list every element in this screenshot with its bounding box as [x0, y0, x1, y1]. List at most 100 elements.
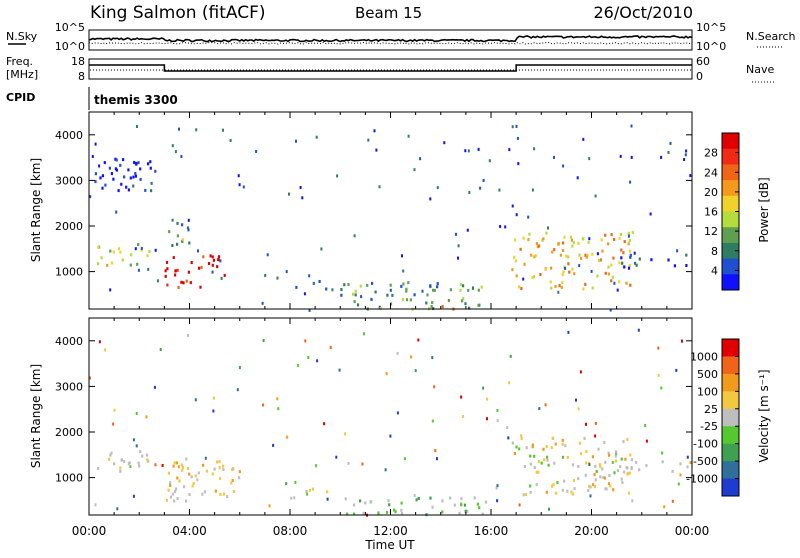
x-tick-label: 00:00 — [72, 524, 107, 538]
data-cell — [556, 481, 559, 485]
data-cell — [172, 256, 175, 260]
data-cell — [457, 256, 459, 260]
data-cell — [413, 293, 416, 297]
colorbar-segment — [722, 426, 739, 445]
data-cell — [295, 285, 298, 289]
data-cell — [546, 458, 549, 462]
data-cell — [613, 471, 616, 475]
data-cell — [533, 466, 536, 470]
data-cell — [326, 490, 329, 494]
data-cell — [353, 512, 356, 516]
data-cell — [331, 288, 334, 292]
data-cell — [176, 234, 179, 238]
data-cell — [592, 483, 595, 487]
data-cell — [307, 356, 310, 359]
data-cell — [552, 483, 555, 487]
data-cell — [553, 155, 555, 159]
data-cell — [421, 289, 424, 293]
data-cell — [565, 254, 568, 258]
data-cell — [544, 403, 547, 407]
data-cell — [645, 464, 648, 468]
data-cell — [667, 151, 670, 154]
data-cell — [482, 386, 485, 390]
data-cell — [217, 258, 220, 262]
data-cell — [266, 253, 269, 257]
data-cell — [584, 473, 587, 477]
data-cell — [464, 149, 467, 153]
data-cell — [542, 237, 545, 241]
data-cell — [559, 253, 562, 257]
data-cell — [115, 168, 118, 172]
data-cell — [535, 483, 538, 487]
data-cell — [396, 351, 399, 355]
colorbar-segment — [722, 195, 739, 212]
data-cell — [577, 407, 580, 411]
data-cell — [132, 184, 135, 188]
data-cell — [202, 255, 205, 259]
data-cell — [148, 250, 151, 253]
data-cell — [611, 460, 614, 464]
data-cell — [566, 455, 569, 459]
data-cell — [262, 403, 265, 407]
data-cell — [147, 267, 150, 271]
data-cell — [101, 174, 104, 178]
data-cell — [150, 181, 153, 185]
data-cell — [223, 273, 226, 277]
data-cell — [649, 212, 652, 216]
data-cell — [186, 334, 189, 337]
colorbar-segment — [722, 373, 739, 392]
data-cell — [468, 191, 471, 194]
data-cell — [573, 487, 576, 491]
data-cell — [534, 254, 537, 258]
nsearch-label: N.Search — [746, 30, 796, 43]
data-cell — [211, 270, 214, 274]
data-cell — [546, 455, 549, 459]
data-cell — [607, 265, 610, 269]
data-cell — [119, 163, 122, 167]
colorbar-segment — [722, 274, 739, 291]
data-cell — [127, 188, 130, 192]
data-cell — [113, 408, 116, 412]
data-cell — [591, 455, 594, 459]
data-cell — [294, 480, 297, 484]
data-cell — [622, 251, 625, 255]
data-cell — [436, 457, 438, 461]
colorbar-tick-label: 500 — [697, 368, 718, 381]
data-cell — [551, 436, 554, 440]
data-cell — [520, 436, 523, 440]
data-cell — [551, 484, 554, 488]
colorbar-tick-label: -100 — [693, 438, 718, 451]
data-cell — [630, 466, 633, 469]
data-cell — [168, 230, 171, 234]
data-cell — [627, 491, 630, 495]
data-cell — [189, 281, 192, 285]
data-cell — [585, 450, 588, 454]
data-cell — [336, 174, 339, 178]
data-cell — [618, 280, 621, 284]
data-cell — [149, 166, 152, 170]
data-cell — [561, 442, 564, 446]
data-cell — [98, 164, 101, 168]
data-cell — [669, 141, 672, 145]
data-cell — [620, 248, 623, 252]
data-cell — [323, 422, 326, 426]
data-cell — [584, 253, 587, 257]
data-cell — [237, 174, 240, 178]
data-cell — [385, 372, 388, 376]
data-cell — [518, 503, 521, 507]
data-cell — [172, 464, 175, 468]
data-cell — [171, 492, 174, 496]
data-cell — [496, 409, 499, 412]
data-cell — [568, 270, 571, 274]
data-cell — [384, 468, 387, 472]
data-cell — [129, 465, 132, 469]
station-title: King Salmon (fitACF) — [90, 3, 266, 23]
data-cell — [689, 174, 692, 178]
data-cell — [604, 460, 607, 464]
data-cell — [106, 263, 109, 267]
data-cell — [596, 274, 599, 278]
data-cell — [531, 443, 534, 447]
data-cell — [174, 490, 177, 494]
data-cell — [216, 265, 219, 269]
data-cell — [607, 242, 610, 246]
